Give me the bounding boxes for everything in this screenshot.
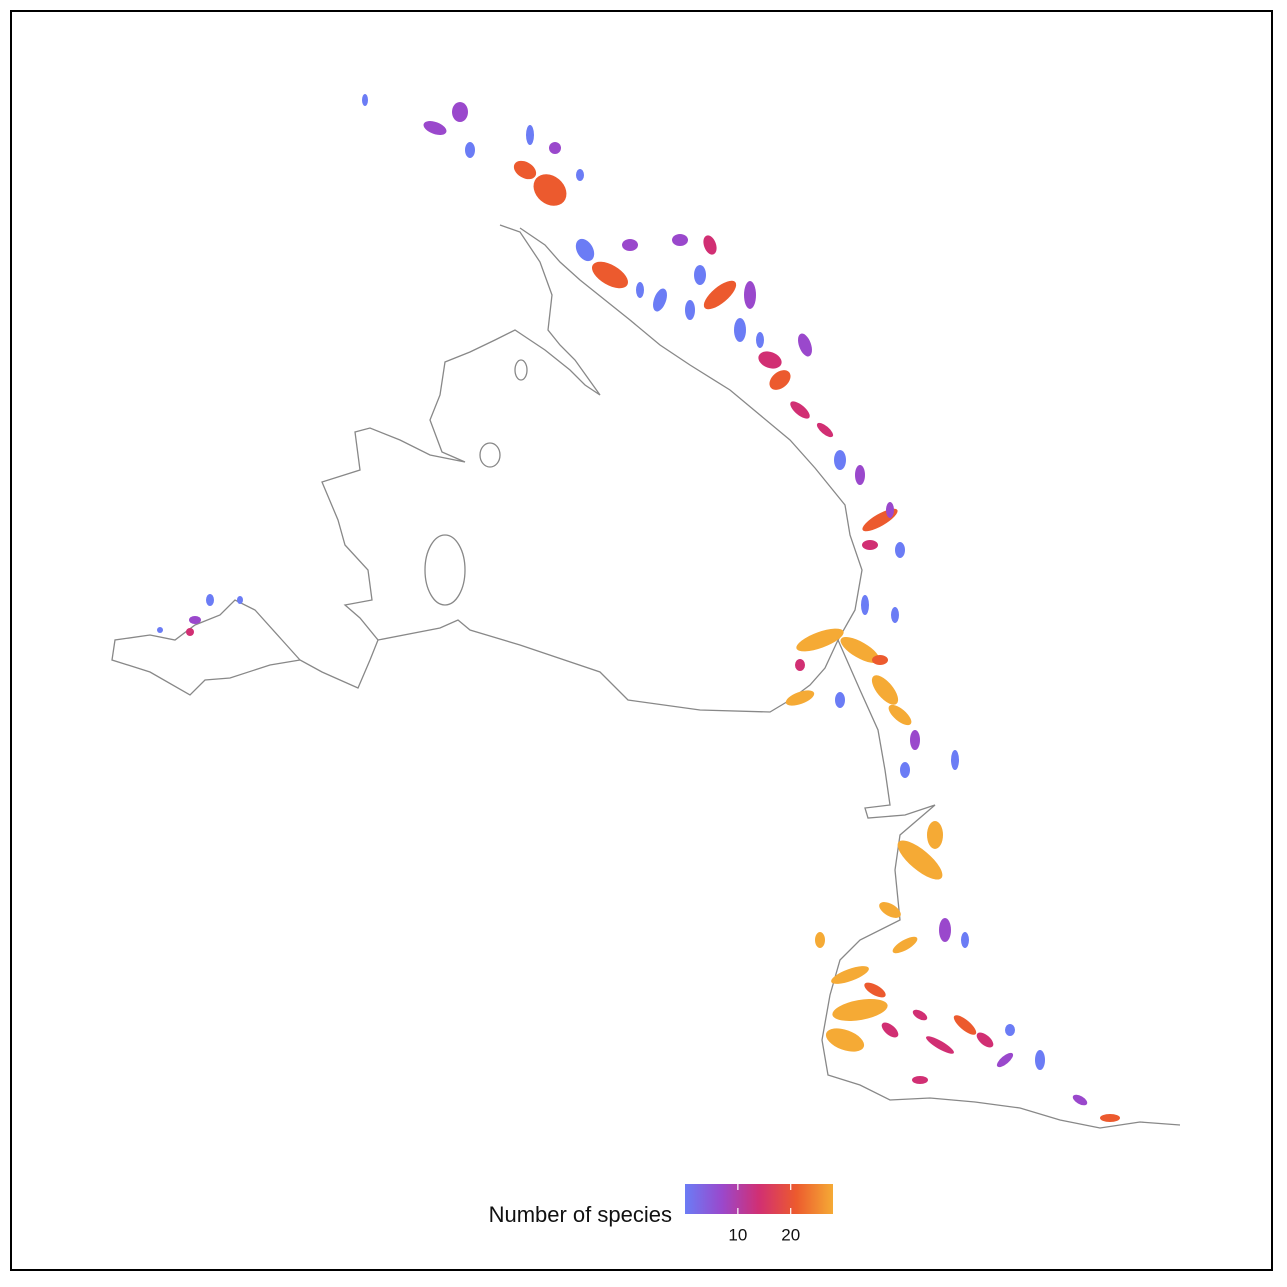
species-patch — [526, 125, 534, 145]
species-patch — [769, 370, 791, 390]
species-patch — [832, 999, 888, 1021]
species-patch — [862, 540, 878, 550]
species-patch — [910, 730, 920, 750]
species-patch — [1035, 1050, 1045, 1070]
lake — [424, 534, 466, 606]
species-patch — [927, 821, 943, 849]
species-patch — [891, 607, 899, 623]
species-patch — [798, 333, 812, 357]
species-patch — [825, 1028, 865, 1052]
species-patch — [1005, 1024, 1015, 1036]
species-patch — [622, 239, 638, 251]
species-patch — [926, 1036, 954, 1054]
species-patch — [785, 690, 815, 706]
legend-colorbar — [685, 1184, 833, 1214]
species-patch — [575, 238, 595, 262]
map-frame — [10, 10, 1273, 1271]
species-patch — [186, 628, 194, 636]
species-patch — [756, 332, 764, 348]
species-patch — [237, 596, 243, 604]
species-patch — [796, 628, 844, 652]
coastline — [111, 224, 1181, 1129]
species-patch — [864, 982, 886, 998]
species-patch — [895, 542, 905, 558]
species-patch — [976, 1032, 994, 1048]
species-patch — [840, 637, 880, 663]
legend-tick-label: 20 — [781, 1225, 800, 1244]
species-patch — [835, 692, 845, 708]
lake — [479, 442, 501, 468]
species-patch — [861, 595, 869, 615]
species-patch — [672, 234, 688, 246]
species-patch — [452, 102, 468, 122]
species-patch — [953, 1015, 977, 1035]
species-patch — [636, 282, 644, 298]
species-patch — [939, 918, 951, 942]
species-patch — [744, 281, 756, 309]
species-patch — [423, 121, 447, 135]
species-patch — [703, 235, 717, 255]
species-patch — [1072, 1094, 1088, 1106]
species-patch — [576, 169, 584, 181]
coastline-path — [821, 639, 1181, 1129]
species-patch — [591, 261, 629, 289]
species-patch — [855, 465, 865, 485]
species-patch — [362, 94, 368, 106]
species-patch — [189, 616, 201, 624]
species-patch — [157, 627, 163, 633]
legend-tick-label: 10 — [728, 1225, 747, 1244]
species-patch — [892, 936, 918, 954]
species-patch — [1100, 1114, 1120, 1122]
species-patch — [815, 932, 825, 948]
species-patch — [951, 750, 959, 770]
species-patch — [734, 318, 746, 342]
species-patch — [816, 422, 834, 438]
species-patch — [206, 594, 214, 606]
coastline-path — [111, 224, 601, 696]
species-patch — [961, 932, 969, 948]
species-patch — [912, 1076, 928, 1084]
species-patches — [157, 94, 1120, 1122]
species-patch — [879, 902, 901, 918]
species-patch — [881, 1022, 899, 1038]
species-patch — [465, 142, 475, 158]
species-patch — [897, 840, 943, 880]
species-patch — [694, 265, 706, 285]
species-patch — [996, 1052, 1014, 1068]
species-patch — [795, 659, 805, 671]
species-patch — [703, 280, 737, 310]
species-patch — [533, 174, 567, 206]
coastline-path — [377, 227, 863, 713]
species-patch — [790, 401, 810, 419]
species-patch — [912, 1009, 928, 1021]
species-patch — [862, 508, 898, 532]
species-patch — [685, 300, 695, 320]
species-patch — [513, 160, 537, 180]
species-patch — [900, 762, 910, 778]
species-patch — [872, 655, 888, 665]
lake — [514, 359, 528, 381]
species-patch — [758, 351, 782, 369]
species-patch — [888, 704, 912, 726]
species-patch — [871, 675, 899, 705]
legend-title: Number of species — [489, 1202, 672, 1227]
species-patch — [834, 450, 846, 470]
species-patch — [886, 502, 894, 518]
species-patch — [549, 142, 561, 154]
species-patch — [831, 966, 869, 984]
species-patch — [653, 288, 667, 312]
